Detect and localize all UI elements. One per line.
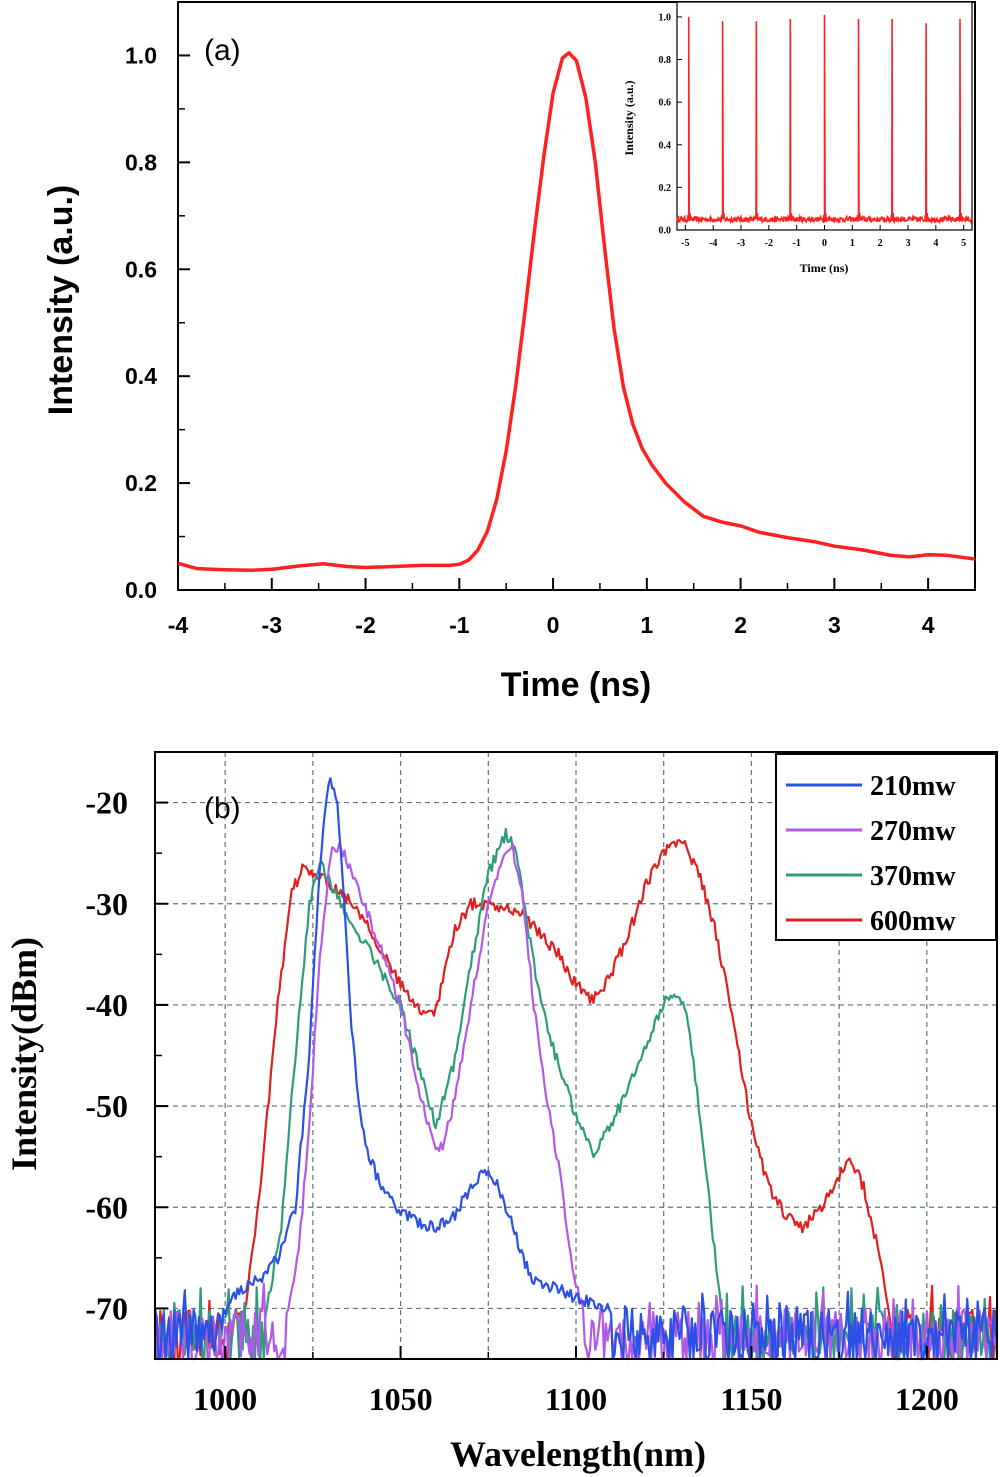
panel-b-y-tick-label: -30: [85, 886, 128, 922]
inset-x-tick-label: -4: [709, 238, 717, 249]
panel-a-y-tick-label: 1.0: [125, 42, 157, 68]
inset-y-tick-label: 0.2: [659, 183, 672, 194]
panel-a-series-line: [177, 51, 976, 572]
inset-y-axis-label: Intensity (a.u.): [622, 80, 636, 155]
panel-a-y-tick-label: 0.0: [125, 577, 157, 603]
inset-x-tick-label: -1: [792, 238, 800, 249]
legend-entry-270mw: 270mw: [870, 816, 956, 847]
inset-x-tick-label: 5: [961, 238, 966, 249]
panel-b-x-tick-label: 1150: [720, 1381, 782, 1417]
panel-b-x-tick-label: 1200: [895, 1381, 959, 1417]
inset-x-tick-label: -3: [737, 238, 745, 249]
panel-a-y-tick-label: 0.6: [125, 256, 157, 282]
panel-b-y-tick-label: -20: [85, 785, 128, 821]
legend-entry-600mw: 600mw: [870, 906, 956, 937]
panel-b-x-tick-label: 1000: [193, 1381, 257, 1417]
panel-b-y-tick-label: -40: [85, 987, 128, 1023]
inset-x-tick-label: 0: [822, 238, 827, 249]
inset-x-axis-label: Time (ns): [800, 261, 849, 275]
legend: 210mw 270mw 370mw 600mw: [775, 753, 997, 941]
panel-a-x-axis-label: Time (ns): [501, 666, 652, 704]
series-line-270mw: [153, 842, 999, 1361]
panel-b-x-axis-label: Wavelength(nm): [450, 1434, 706, 1474]
inset-series-line: [676, 14, 973, 225]
panel-a-x-tick-label: 2: [734, 612, 747, 638]
inset-x-tick-label: -5: [681, 238, 689, 249]
panel-b-y-tick-label: -50: [85, 1088, 128, 1124]
panel-a-chart: 0.0 0.2 0.4 0.6 0.8 1.0 -4 -3 -2 -1 0 1 2 3 4 (a) Tim…: [42, 1, 976, 704]
inset-y-tick-label: 0.0: [659, 226, 672, 237]
inset-y-tick-label: 0.6: [659, 98, 672, 109]
inset-x-tick-label: 3: [905, 238, 910, 249]
inset-x-tick-label: -2: [765, 238, 773, 249]
panel-a-x-tick-label: -3: [262, 612, 282, 638]
panel-b-y-tick-label: -70: [85, 1290, 128, 1326]
inset-x-tick-label: 1: [850, 238, 855, 249]
panel-b-y-axis-label: Intensity(dBm): [4, 937, 44, 1171]
panel-a-y-tick-label: 0.2: [125, 470, 157, 496]
panel-a-x-tick-label: -2: [355, 612, 375, 638]
panel-a-y-axis-label: Intensity (a.u.): [42, 185, 80, 415]
legend-entry-370mw: 370mw: [870, 861, 956, 892]
panel-b-x-tick-label: 1100: [545, 1381, 607, 1417]
panel-b-chart: -20-30-40-50-60-70 1000 1050 1100 1150 1200 …: [4, 751, 999, 1474]
inset-x-tick-label: 2: [878, 238, 883, 249]
panel-a-label: (a): [204, 34, 241, 67]
legend-entry-210mw: 210mw: [870, 771, 956, 802]
panel-a-x-tick-label: 4: [922, 612, 935, 638]
inset-y-tick-label: 0.8: [659, 55, 672, 66]
panel-a-x-tick-label: -4: [168, 612, 189, 638]
panel-b-y-tick-label: -60: [85, 1189, 128, 1225]
panel-a-x-tick-label: 1: [640, 612, 653, 638]
panel-a-plot-frame: [177, 1, 976, 591]
inset-x-tick-label: 4: [933, 238, 938, 249]
panel-a-y-tick-label: 0.4: [125, 363, 157, 389]
panel-b-label: (b): [204, 792, 241, 825]
inset-y-tick-label: 1.0: [659, 12, 672, 23]
panel-a-x-tick-label: -1: [449, 612, 470, 638]
panel-a-x-tick-label: 0: [547, 612, 560, 638]
panel-b-x-tick-label: 1050: [369, 1381, 433, 1417]
series-line-600mw: [153, 839, 998, 1361]
inset-chart: 0.0 0.2 0.4 0.6 0.8 1.0 -5 -4 -3 -2 -1 0 1 2 3 4 5 Time…: [622, 1, 973, 275]
panel-a-x-tick-label: 3: [828, 612, 841, 638]
inset-y-tick-label: 0.4: [659, 140, 672, 151]
panel-a-y-tick-label: 0.8: [125, 149, 157, 175]
